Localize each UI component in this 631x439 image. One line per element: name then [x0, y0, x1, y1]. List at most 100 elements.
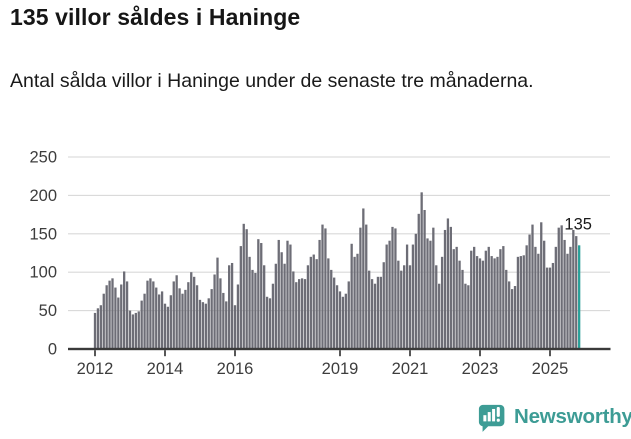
bar [464, 283, 467, 349]
bar [508, 281, 511, 349]
bar [120, 284, 123, 349]
bar [292, 271, 295, 349]
chart-subtitle: Antal sålda villor i Haninge under de se… [10, 70, 534, 92]
x-tick [94, 350, 96, 357]
logo-bar-2 [487, 411, 491, 421]
bar [452, 249, 455, 349]
bar [131, 314, 135, 349]
bar [228, 265, 231, 349]
bar [455, 246, 458, 349]
x-tick [234, 350, 236, 357]
bar [502, 246, 505, 349]
bar [432, 227, 435, 349]
bar [540, 222, 543, 349]
bar [155, 287, 158, 349]
bar [195, 285, 199, 349]
bar [184, 289, 187, 349]
bar [137, 311, 140, 349]
bar [286, 240, 289, 349]
y-tick-label: 0 [48, 341, 57, 359]
x-tick-label: 2016 [217, 360, 254, 378]
x-tick [409, 350, 411, 357]
bar [245, 229, 248, 349]
bar [493, 258, 496, 349]
bar [470, 250, 473, 349]
bar [257, 239, 260, 349]
bar [510, 289, 514, 349]
bar [213, 274, 216, 349]
bar [169, 295, 172, 349]
bar [146, 280, 149, 349]
bar [435, 265, 438, 349]
bar [438, 283, 441, 349]
bar [537, 253, 540, 349]
bar [327, 258, 330, 349]
bar [394, 228, 397, 349]
bar [519, 256, 522, 349]
bar [426, 238, 429, 349]
bar [543, 240, 546, 349]
y-tick-label: 150 [29, 225, 57, 243]
bar [298, 279, 301, 349]
bar [254, 272, 257, 349]
bar [391, 226, 394, 349]
bar [440, 256, 444, 349]
bar [411, 244, 415, 349]
bar [219, 278, 222, 349]
bar [545, 267, 549, 349]
bar [268, 298, 272, 349]
bar [114, 287, 117, 349]
gridline [68, 194, 610, 196]
logo-bar-3 [492, 408, 496, 421]
bar [458, 260, 461, 349]
bar [128, 310, 132, 349]
bar [300, 278, 304, 349]
bar [318, 239, 321, 349]
bar [423, 209, 426, 349]
bar [207, 298, 210, 349]
bar [496, 256, 499, 349]
gridline [68, 271, 610, 273]
x-axis [68, 347, 611, 351]
bar [117, 297, 120, 349]
bar [376, 276, 380, 349]
x-tick-label: 2021 [392, 360, 429, 378]
bar [295, 282, 298, 349]
bar [473, 246, 476, 349]
bar [321, 224, 324, 349]
bar [405, 244, 409, 349]
bar [557, 227, 560, 349]
x-tick-label: 2012 [77, 360, 114, 378]
bar [446, 218, 450, 349]
bar [216, 257, 219, 349]
bar [499, 249, 502, 349]
bar [330, 269, 333, 349]
x-tick [549, 350, 551, 357]
bar [353, 256, 356, 349]
bar [181, 293, 184, 349]
bar [400, 270, 403, 349]
y-tick-label: 250 [29, 149, 57, 167]
bar [105, 285, 108, 349]
bar [123, 271, 126, 349]
bar [388, 240, 391, 349]
y-tick-label: 200 [29, 187, 57, 205]
bar [125, 281, 129, 349]
bar [210, 289, 213, 349]
x-tick-label: 2023 [462, 360, 499, 378]
bar [312, 254, 315, 349]
bar [277, 239, 280, 349]
bar [333, 277, 336, 349]
bar [163, 303, 167, 349]
x-tick [164, 350, 166, 357]
bar [548, 267, 552, 349]
bar [315, 259, 318, 349]
bar [554, 246, 557, 349]
bar [531, 224, 534, 349]
bar [560, 225, 563, 349]
bar [143, 293, 146, 349]
bar [140, 300, 143, 349]
gridline [68, 233, 610, 235]
bar [467, 285, 470, 349]
